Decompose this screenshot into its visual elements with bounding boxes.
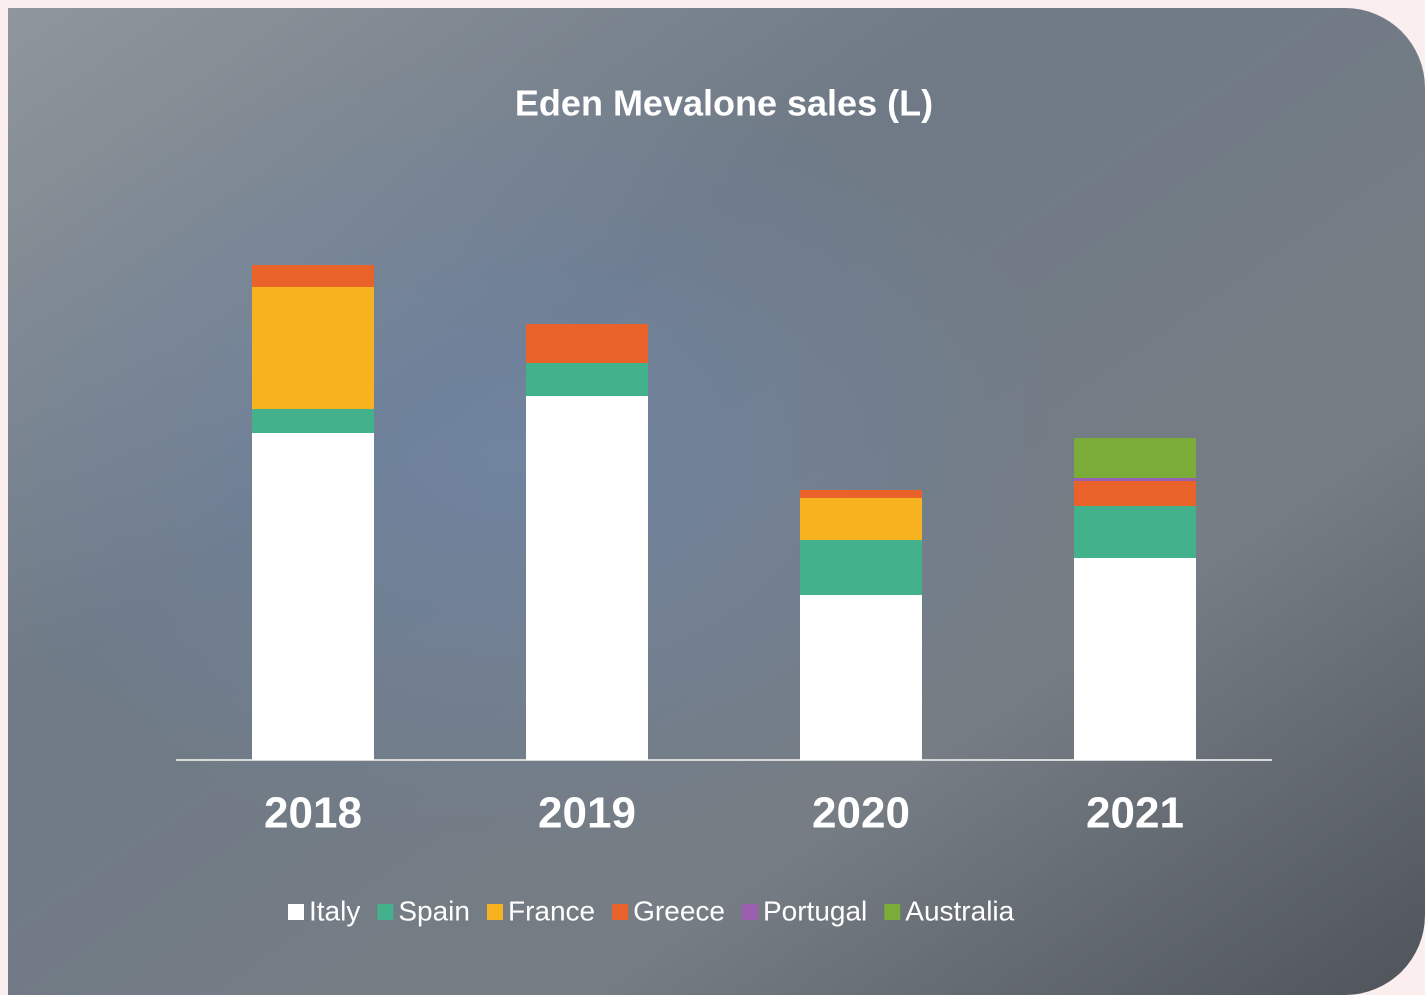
bar-segment bbox=[526, 363, 648, 396]
x-tick-label: 2020 bbox=[812, 789, 910, 838]
x-tick-label: 2019 bbox=[538, 789, 636, 838]
bar-segment bbox=[252, 287, 374, 409]
background-glow bbox=[8, 8, 1425, 995]
bar-segment bbox=[1074, 478, 1196, 481]
legend-swatch bbox=[884, 904, 901, 920]
bar-segment bbox=[800, 490, 922, 498]
bar-segment bbox=[252, 409, 374, 433]
legend-swatch bbox=[377, 904, 394, 920]
bar-segment bbox=[252, 433, 374, 760]
bar-segment bbox=[800, 595, 922, 760]
x-tick-label: 2021 bbox=[1086, 789, 1184, 838]
bar-segment bbox=[1074, 481, 1196, 506]
legend-swatch bbox=[486, 904, 503, 920]
legend-label: Greece bbox=[633, 895, 725, 926]
bar-segment bbox=[526, 324, 648, 363]
bar-segment bbox=[1074, 438, 1196, 478]
legend-label: Italy bbox=[309, 895, 360, 926]
bar-segment bbox=[252, 265, 374, 287]
legend-swatch bbox=[612, 904, 629, 920]
bar-segment bbox=[800, 498, 922, 540]
x-tick-label: 2018 bbox=[264, 789, 362, 838]
chart-title: Eden Mevalone sales (L) bbox=[515, 83, 933, 124]
legend-label: Spain bbox=[398, 895, 470, 926]
legend-label: Portugal bbox=[763, 895, 867, 926]
legend-swatch bbox=[741, 904, 758, 920]
legend-label: Australia bbox=[905, 895, 1014, 926]
legend-label: France bbox=[508, 895, 595, 926]
bar-segment bbox=[1074, 558, 1196, 760]
legend-swatch bbox=[288, 904, 304, 920]
bar-segment bbox=[800, 540, 922, 595]
bar-segment bbox=[526, 396, 648, 760]
bar-segment bbox=[1074, 506, 1196, 558]
